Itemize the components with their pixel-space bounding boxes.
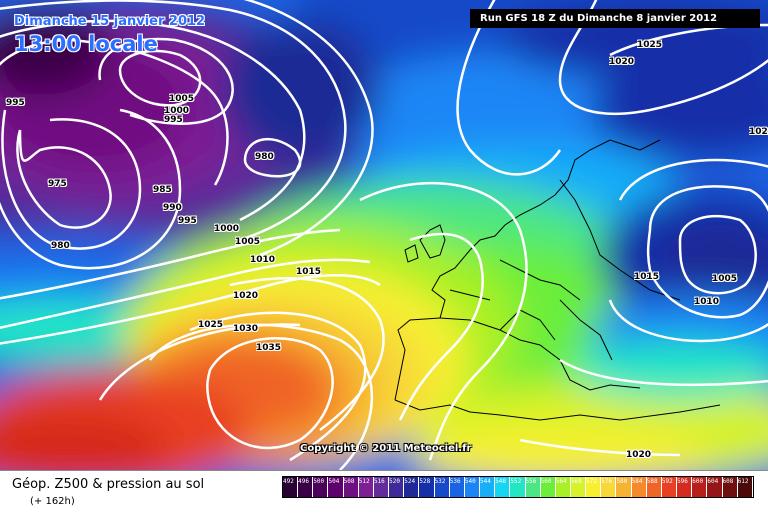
legend-value: 592	[661, 478, 673, 485]
isobar-label: 1020	[626, 450, 652, 460]
legend-value: 560	[540, 478, 552, 485]
legend-value: 548	[495, 478, 507, 485]
legend-value: 556	[525, 478, 537, 485]
legend-value: 608	[722, 478, 734, 485]
coastlines	[394, 139, 721, 421]
legend-value: 520	[389, 478, 400, 485]
isobar-label: 1020	[233, 291, 259, 301]
isobar-label: 995	[164, 115, 183, 125]
legend-value: 496	[298, 478, 309, 485]
legend-swatch: 596	[677, 477, 693, 497]
legend-swatch: 604	[707, 477, 723, 497]
isobar-label: 102	[749, 127, 768, 137]
product-title: Géop. Z500 & pression au sol	[12, 477, 205, 492]
legend-swatch: 548	[495, 477, 511, 497]
footer-bar: Géop. Z500 & pression au sol (+ 162h) 49…	[0, 470, 768, 513]
copyright-notice: Copyright © 2011 Meteociel.fr	[300, 443, 472, 454]
legend-value: 504	[328, 478, 340, 485]
legend-swatch: 544	[480, 477, 496, 497]
legend-swatch: 556	[525, 477, 541, 497]
legend-value: 532	[434, 478, 446, 485]
legend-value: 600	[692, 478, 704, 485]
legend-swatch: 592	[661, 477, 678, 497]
isobar-label: 1010	[250, 255, 276, 265]
legend-value: 572	[586, 478, 597, 485]
legend-swatch: 496	[298, 477, 314, 497]
isobar-label: 1005	[169, 94, 195, 104]
isobar-label: 1010	[694, 297, 720, 307]
isobar-label: 1025	[637, 40, 663, 50]
isobar-label: 985	[153, 185, 172, 195]
legend-value: 512	[358, 478, 370, 485]
isobar-label: 975	[48, 179, 67, 189]
legend-value: 552	[510, 478, 522, 485]
color-scale-legend: 492 496 500 504 508 512 516 520 524 528 532 536 540 5…	[282, 476, 754, 498]
legend-swatch: 520	[389, 477, 405, 497]
isobar-label: 1020	[609, 57, 635, 67]
legend-value: 612	[737, 478, 749, 485]
isobar-label: 1030	[233, 324, 259, 334]
legend-value: 576	[601, 478, 613, 485]
legend-swatch: 504	[328, 477, 344, 497]
isobar-label: 1015	[296, 267, 322, 277]
isobar-label: 1015	[634, 272, 660, 282]
legend-swatch: 500	[313, 477, 329, 497]
legend-value: 492	[283, 478, 294, 485]
legend-swatch: 612	[737, 477, 753, 497]
isobar-label: 1000	[164, 106, 190, 116]
legend-value: 584	[631, 478, 643, 485]
legend-swatch: 600	[692, 477, 708, 497]
legend-swatch: 560	[540, 477, 556, 497]
legend-value: 604	[707, 478, 719, 485]
legend-swatch: 588	[646, 477, 662, 497]
lead-time: (+ 162h)	[30, 496, 75, 507]
isobar-label: 1025	[198, 320, 224, 330]
isobar-label: 1035	[256, 343, 282, 353]
legend-swatch: 580	[616, 477, 632, 497]
legend-value: 524	[404, 478, 416, 485]
weather-map: Dimanche 15 janvier 2012 13:00 locale Ru…	[0, 0, 768, 470]
legend-value: 500	[313, 478, 325, 485]
isobar-label: 1005	[235, 237, 261, 247]
isobar-label: 980	[51, 241, 70, 251]
legend-swatch: 492	[283, 477, 299, 497]
legend-swatch: 540	[464, 477, 481, 497]
legend-swatch: 524	[404, 477, 420, 497]
isobar-label: 980	[255, 152, 274, 162]
isobar-label: 1005	[712, 274, 738, 284]
forecast-date: Dimanche 15 janvier 2012	[14, 14, 206, 29]
geopotential-color-fill	[0, 0, 768, 470]
legend-value: 580	[616, 478, 628, 485]
legend-swatch: 536	[449, 477, 465, 497]
legend-swatch: 564	[555, 477, 571, 497]
legend-swatch: 572	[586, 477, 602, 497]
legend-swatch: 608	[722, 477, 738, 497]
legend-swatch: 532	[434, 477, 450, 497]
model-run-info: Run GFS 18 Z du Dimanche 8 janvier 2012	[470, 9, 760, 28]
legend-swatch: 576	[601, 477, 617, 497]
legend-swatch: 512	[358, 477, 374, 497]
isobar-label: 990	[163, 203, 182, 213]
legend-swatch: 508	[343, 477, 359, 497]
legend-value: 508	[343, 478, 355, 485]
isobar-label: 1000	[214, 224, 240, 234]
legend-swatch: 516	[373, 477, 390, 497]
legend-swatch: 584	[631, 477, 647, 497]
isobar-label: 995	[178, 216, 197, 226]
legend-value: 544	[480, 478, 491, 485]
legend-swatch: 568	[570, 477, 587, 497]
legend-swatch: 552	[510, 477, 526, 497]
forecast-local-time: 13:00 locale	[14, 32, 158, 56]
isobar-label: 995	[6, 98, 25, 108]
legend-value: 596	[677, 478, 688, 485]
legend-value: 516	[373, 478, 385, 485]
legend-value: 536	[449, 478, 461, 485]
legend-swatch: 528	[419, 477, 435, 497]
legend-value: 564	[555, 478, 567, 485]
legend-value: 588	[646, 478, 658, 485]
geopotential-field	[0, 0, 768, 470]
legend-value: 528	[419, 478, 431, 485]
legend-value: 540	[464, 478, 476, 485]
legend-value: 568	[570, 478, 582, 485]
